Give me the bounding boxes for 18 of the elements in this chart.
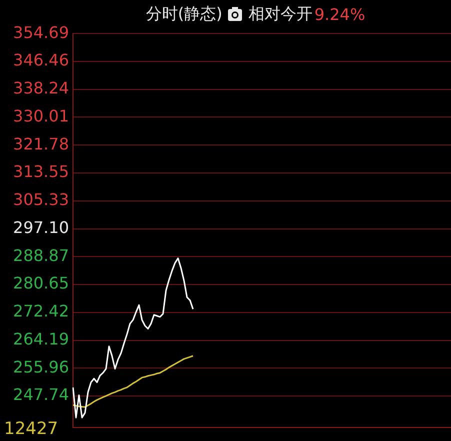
text: 相对今开	[248, 4, 312, 24]
y-tick-label: 321.78	[13, 134, 69, 154]
y-tick-label: 247.74	[13, 385, 69, 404]
text: 12427	[4, 419, 58, 439]
text: 9.24%	[314, 4, 366, 24]
y-tick-label: 297.10	[13, 218, 69, 237]
y-tick-label: 313.55	[13, 162, 69, 182]
y-tick-label: 272.42	[13, 302, 69, 321]
y-tick-label: 255.96	[13, 357, 69, 376]
y-tick-label: 338.24	[13, 78, 69, 98]
y-tick-label: 288.87	[13, 246, 69, 265]
y-tick-label: 330.01	[13, 106, 69, 126]
y-tick-label: 280.65	[13, 274, 69, 293]
y-tick-label: 305.33	[13, 190, 69, 210]
y-tick-label: 264.19	[13, 329, 69, 348]
y-tick-label: 354.69	[13, 22, 69, 42]
chart-title: 分时(静态)	[146, 4, 222, 24]
y-tick-label: 346.46	[13, 50, 69, 70]
